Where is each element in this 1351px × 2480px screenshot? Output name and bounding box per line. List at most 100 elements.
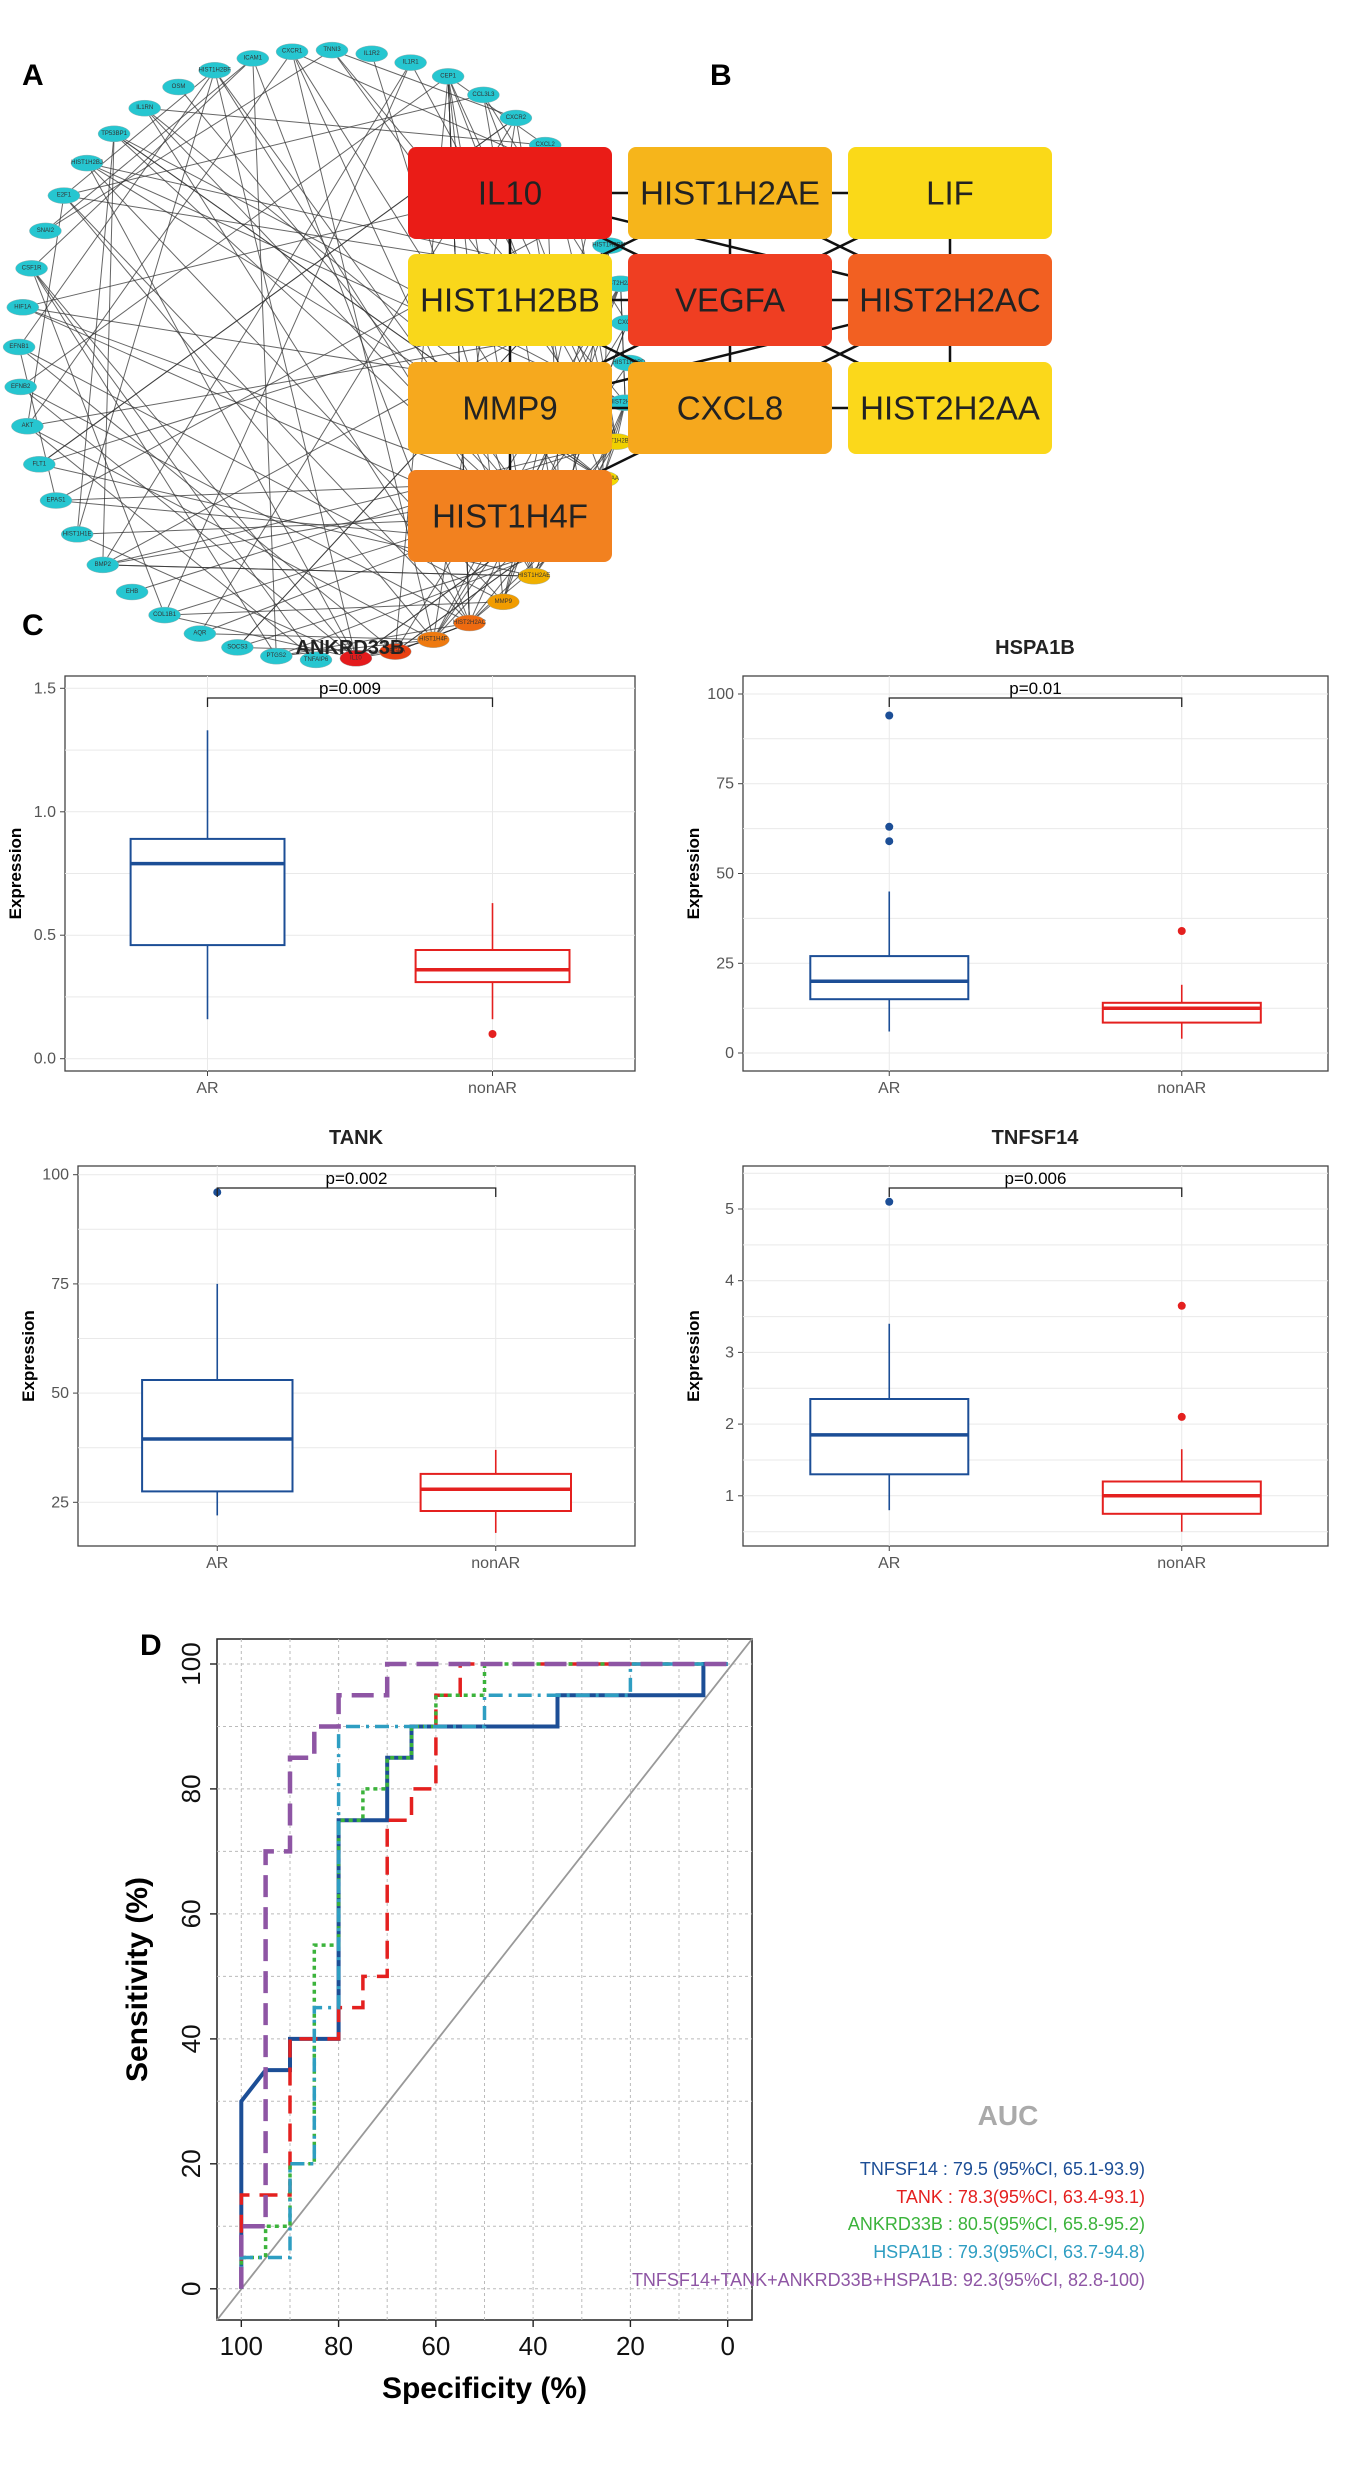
network-node — [517, 568, 551, 585]
y-tick-label: 50 — [716, 866, 734, 883]
network-edge — [76, 533, 357, 659]
network-node — [315, 41, 349, 59]
network-node-label: IL1RN — [136, 105, 153, 111]
network-edge — [26, 51, 293, 427]
y-tick-label: 1.5 — [34, 680, 56, 697]
reference-diagonal — [216, 1638, 753, 2321]
network-node — [431, 68, 465, 85]
panel-label-c: C — [22, 609, 44, 642]
network-node-label: CXCR2 — [506, 115, 527, 121]
network-node-label: HIST1H2BB — [600, 439, 633, 445]
network-edge — [27, 425, 434, 641]
y-tick-label: 75 — [716, 776, 734, 793]
panel-label-d: D — [140, 1629, 162, 1662]
network-node-label: CXCR1 — [282, 49, 303, 55]
panel-b-hub-network: IL10 HIST1H2AE LIF HIST1H2BB VEGFA HIST2H2AC M… — [408, 147, 1052, 562]
y-axis-label: Sensitivity (%) — [121, 1877, 154, 2082]
network-node-label: HIST1H2BD — [612, 360, 646, 366]
network-edge — [276, 622, 470, 657]
y-tick-label: 50 — [51, 1385, 69, 1402]
chart-title: TANK — [329, 1127, 384, 1149]
x-tick-label: 20 — [616, 2331, 645, 2361]
network-edge — [31, 268, 317, 661]
network-node-label: CXCL2 — [536, 142, 556, 148]
network-node — [97, 125, 131, 143]
network-edge — [20, 386, 470, 624]
network-node — [379, 643, 412, 660]
network-edge — [31, 268, 357, 659]
hub-node-label: CXCL8 — [677, 390, 783, 427]
network-edge — [214, 70, 357, 659]
p-value-label: p=0.006 — [1005, 1169, 1067, 1188]
hub-node-label: HIST1H4F — [432, 498, 588, 535]
network-node — [2, 338, 36, 356]
roc-curve-hspa1b — [239, 1662, 728, 2289]
panel-label-b: B — [710, 59, 732, 92]
y-tick-label: 25 — [716, 955, 734, 972]
box-AR — [809, 955, 970, 1001]
network-node — [70, 154, 104, 172]
network-edge — [131, 441, 617, 593]
network-edge — [331, 49, 517, 119]
box-nonAR — [1101, 1480, 1262, 1515]
network-node-label: EHB — [126, 589, 138, 595]
network-node-label: HIST2H2AA3 — [603, 281, 640, 287]
network-node-label: HIST2H2BE — [609, 400, 642, 406]
y-axis-label: Expression — [684, 828, 703, 920]
x-tick-label: AR — [196, 1080, 218, 1097]
significance-bracket — [888, 1187, 1183, 1197]
network-node-label: COL1B1 — [153, 612, 177, 618]
network-node — [115, 583, 149, 601]
network-edge — [252, 58, 277, 657]
network-edge — [276, 639, 434, 657]
hub-node-label: HIST1H2BB — [420, 282, 600, 319]
auc-legend-entry: TANK : 78.3(95%CI, 63.4-93.1) — [896, 2187, 1145, 2207]
y-tick-label: 20 — [176, 2149, 206, 2178]
outlier-point — [885, 837, 894, 846]
network-node-label: VEGFA — [385, 649, 405, 655]
network-node — [355, 45, 388, 62]
network-node-label: SOCS3 — [227, 644, 248, 650]
network-node — [6, 299, 39, 316]
network-edge — [45, 58, 254, 232]
outlier-point — [1177, 1301, 1186, 1310]
y-tick-label: 0.5 — [34, 927, 56, 944]
network-node-label: EFNB2 — [11, 384, 31, 390]
hub-node-label: HIST2H2AA — [860, 390, 1040, 427]
auc-legend-entry: TNFSF14 : 79.5 (95%CI, 65.1-93.9) — [860, 2159, 1145, 2179]
outlier-point — [885, 822, 894, 831]
network-edge — [144, 107, 546, 146]
chart-title: ANKRD33B — [296, 637, 405, 659]
network-node-label: MMP9 — [495, 599, 513, 605]
network-node-label: CEP1 — [440, 73, 456, 79]
network-edge — [63, 195, 434, 641]
network-node — [275, 43, 309, 60]
network-edge — [31, 58, 254, 269]
network-node-label: HIST1H2BF — [199, 67, 232, 73]
y-tick-label: 60 — [176, 1899, 206, 1928]
network-edge — [27, 425, 317, 661]
chart-title: HSPA1B — [995, 637, 1075, 659]
outlier-point — [1177, 927, 1186, 935]
hub-node — [628, 362, 832, 454]
network-node-label: TNFAIP6 — [304, 657, 329, 663]
y-tick-label: 3 — [725, 1344, 734, 1361]
p-value-label: p=0.009 — [319, 679, 381, 698]
network-node — [60, 526, 94, 543]
roc-curve-tnfsf14 — [239, 1662, 728, 2289]
y-tick-label: 0 — [725, 1045, 734, 1062]
network-node-label: HIST2H2AC — [453, 620, 487, 626]
network-edge — [18, 70, 216, 348]
box-nonAR — [414, 949, 571, 984]
significance-bracket — [888, 697, 1183, 707]
network-node-label: IL1R1 — [403, 60, 420, 66]
box-nonAR — [1101, 1001, 1262, 1024]
network-edge — [102, 62, 412, 566]
network-node-label: CSF1R — [22, 265, 42, 271]
network-node — [592, 237, 625, 254]
network-node — [198, 62, 231, 79]
y-tick-label: 0 — [176, 2282, 206, 2296]
network-node-label: IL1R2 — [364, 51, 381, 57]
network-edge — [237, 546, 562, 648]
